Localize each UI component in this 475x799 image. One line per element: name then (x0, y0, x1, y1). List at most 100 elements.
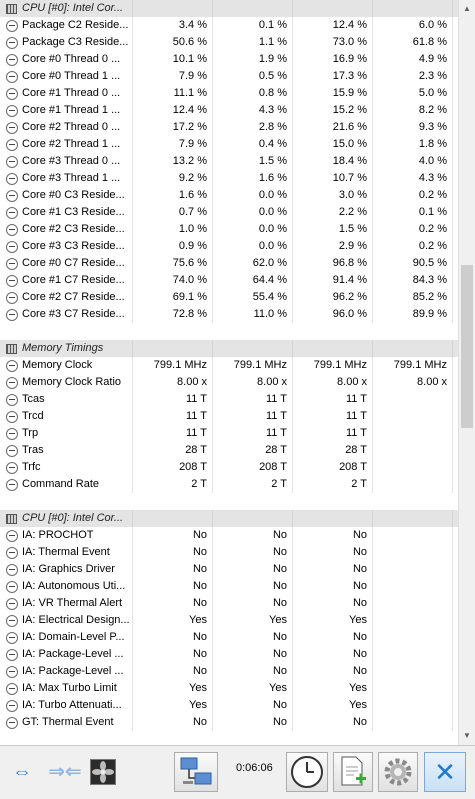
scrollbar-thumb[interactable] (461, 265, 473, 428)
sensor-row[interactable]: Core #3 Thread 1 ... 9.2 % 1.6 % 10.7 % 4.3 … (0, 170, 458, 187)
sensor-row[interactable]: Trfc 208 T 208 T 208 T (0, 459, 458, 476)
group-header-memory-timings[interactable]: Memory Timings (0, 340, 458, 357)
cpu-chip-icon (6, 514, 17, 524)
sensor-label: Core #2 Thread 0 ... (0, 119, 133, 136)
maximum-value: No (293, 544, 373, 561)
group-header-cpu[interactable]: CPU [#0]: Intel Cor... (0, 0, 458, 17)
average-value: 0.2 % (373, 221, 453, 238)
sensor-row[interactable]: Tcas 11 T 11 T 11 T (0, 391, 458, 408)
average-value: 85.2 % (373, 289, 453, 306)
sensor-row[interactable]: IA: Autonomous Uti... No No No (0, 578, 458, 595)
sensor-row[interactable]: Trcd 11 T 11 T 11 T (0, 408, 458, 425)
average-value: 90.5 % (373, 255, 453, 272)
sensor-label: Package C3 Reside... (0, 34, 133, 51)
sensor-status-icon (6, 122, 18, 134)
sensor-row[interactable]: IA: Turbo Attenuati... Yes No Yes (0, 697, 458, 714)
sensor-row[interactable]: Tras 28 T 28 T 28 T (0, 442, 458, 459)
maximum-value: 2 T (293, 476, 373, 493)
sensor-row[interactable]: Core #0 Thread 1 ... 7.9 % 0.5 % 17.3 % 2.3 … (0, 68, 458, 85)
maximum-value: 96.8 % (293, 255, 373, 272)
average-value: 799.1 MHz (373, 357, 453, 374)
sensor-row[interactable]: IA: Max Turbo Limit Yes Yes Yes (0, 680, 458, 697)
spacer-row (0, 493, 458, 510)
minimum-value: 0.0 % (213, 204, 293, 221)
sensor-row[interactable]: Package C2 Reside... 3.4 % 0.1 % 12.4 % 6.0 … (0, 17, 458, 34)
maximum-value: Yes (293, 697, 373, 714)
scroll-up-arrow-icon[interactable]: ▲ (463, 4, 471, 13)
minimum-value: 8.00 x (213, 374, 293, 391)
sensor-label: Memory Clock Ratio (0, 374, 133, 391)
sensor-row[interactable]: GT: Thermal Event No No No (0, 714, 458, 731)
minimum-value: 64.4 % (213, 272, 293, 289)
current-value: 13.2 % (133, 153, 213, 170)
sensor-row[interactable]: Memory Clock Ratio 8.00 x 8.00 x 8.00 x 8.00… (0, 374, 458, 391)
average-value: 4.3 % (373, 170, 453, 187)
sensor-label: Trp (0, 425, 133, 442)
clock-icon (291, 756, 323, 788)
sensor-label: IA: VR Thermal Alert (0, 595, 133, 612)
sensor-row[interactable]: IA: VR Thermal Alert No No No (0, 595, 458, 612)
minimum-value: 11.0 % (213, 306, 293, 323)
minimum-value: 55.4 % (213, 289, 293, 306)
elapsed-time: 0:06:06 (236, 762, 273, 774)
layout-arrows-button[interactable]: ⇔ (3, 752, 41, 792)
minimum-value: No (213, 595, 293, 612)
gear-icon (384, 758, 412, 786)
minimum-value: 0.1 % (213, 17, 293, 34)
sensor-row[interactable]: IA: PROCHOT No No No (0, 527, 458, 544)
sensor-status-icon (6, 564, 18, 576)
sensor-row[interactable]: Core #3 Thread 0 ... 13.2 % 1.5 % 18.4 % 4.0… (0, 153, 458, 170)
minimum-value: 1.5 % (213, 153, 293, 170)
sensor-status-icon (6, 88, 18, 100)
average-value: 1.8 % (373, 136, 453, 153)
sensor-row[interactable]: Package C3 Reside... 50.6 % 1.1 % 73.0 % 61.… (0, 34, 458, 51)
close-button[interactable]: ✕ (424, 752, 466, 792)
scroll-down-arrow-icon[interactable]: ▼ (463, 731, 471, 740)
sensor-status-icon (6, 105, 18, 117)
maximum-value: 91.4 % (293, 272, 373, 289)
sensor-row[interactable]: Core #2 C7 Reside... 69.1 % 55.4 % 96.2 % 85… (0, 289, 458, 306)
group-title: Memory Timings (0, 340, 133, 357)
maximum-value: 28 T (293, 442, 373, 459)
sensor-row[interactable]: Core #0 C3 Reside... 1.6 % 0.0 % 3.0 % 0.2 % (0, 187, 458, 204)
sensor-row[interactable]: IA: Package-Level ... No No No (0, 646, 458, 663)
sensor-status-icon (6, 71, 18, 83)
group-header-cpu-throttling[interactable]: CPU [#0]: Intel Cor... (0, 510, 458, 527)
collapse-arrows-button[interactable]: ⇒⇐ (46, 752, 84, 792)
sensor-row[interactable]: IA: Domain-Level P... No No No (0, 629, 458, 646)
network-button[interactable] (174, 752, 218, 792)
sensor-row[interactable]: Core #1 C7 Reside... 74.0 % 64.4 % 91.4 % 84… (0, 272, 458, 289)
maximum-value: 16.9 % (293, 51, 373, 68)
clock-button[interactable] (286, 752, 328, 792)
sensor-row[interactable]: Core #2 C3 Reside... 1.0 % 0.0 % 1.5 % 0.2 % (0, 221, 458, 238)
sensor-row[interactable]: Core #1 Thread 1 ... 12.4 % 4.3 % 15.2 % 8.2… (0, 102, 458, 119)
sensor-row[interactable]: Core #2 Thread 0 ... 17.2 % 2.8 % 21.6 % 9.3… (0, 119, 458, 136)
sensor-row[interactable]: Core #3 C7 Reside... 72.8 % 11.0 % 96.0 % 89… (0, 306, 458, 323)
fan-button[interactable] (89, 752, 117, 792)
sensor-row[interactable]: Trp 11 T 11 T 11 T (0, 425, 458, 442)
sensor-row[interactable]: Core #1 Thread 0 ... 11.1 % 0.8 % 15.9 % 5.0… (0, 85, 458, 102)
sensor-row[interactable]: Core #2 Thread 1 ... 7.9 % 0.4 % 15.0 % 1.8 … (0, 136, 458, 153)
add-report-button[interactable] (333, 752, 373, 792)
vertical-scrollbar[interactable]: ▲ ▼ (458, 0, 475, 745)
sensor-status-icon (6, 683, 18, 695)
sensor-row[interactable]: IA: Package-Level ... No No No (0, 663, 458, 680)
sensor-row[interactable]: IA: Thermal Event No No No (0, 544, 458, 561)
current-value: 7.9 % (133, 136, 213, 153)
sensor-row[interactable]: Core #0 Thread 0 ... 10.1 % 1.9 % 16.9 % 4.9… (0, 51, 458, 68)
sensor-row[interactable]: Core #3 C3 Reside... 0.9 % 0.0 % 2.9 % 0.2 % (0, 238, 458, 255)
sensor-row[interactable]: Core #1 C3 Reside... 0.7 % 0.0 % 2.2 % 0.1 % (0, 204, 458, 221)
sensor-row[interactable]: Memory Clock 799.1 MHz 799.1 MHz 799.1 MHz 7… (0, 357, 458, 374)
current-value: No (133, 527, 213, 544)
sensor-row[interactable]: IA: Graphics Driver No No No (0, 561, 458, 578)
current-value: No (133, 561, 213, 578)
average-value: 8.00 x (373, 374, 453, 391)
sensor-row[interactable]: IA: Electrical Design... Yes Yes Yes (0, 612, 458, 629)
sensor-status-icon (6, 292, 18, 304)
average-value (373, 476, 453, 493)
minimum-value: 0.0 % (213, 221, 293, 238)
settings-button[interactable] (378, 752, 418, 792)
maximum-value: 21.6 % (293, 119, 373, 136)
sensor-row[interactable]: Core #0 C7 Reside... 75.6 % 62.0 % 96.8 % 90… (0, 255, 458, 272)
